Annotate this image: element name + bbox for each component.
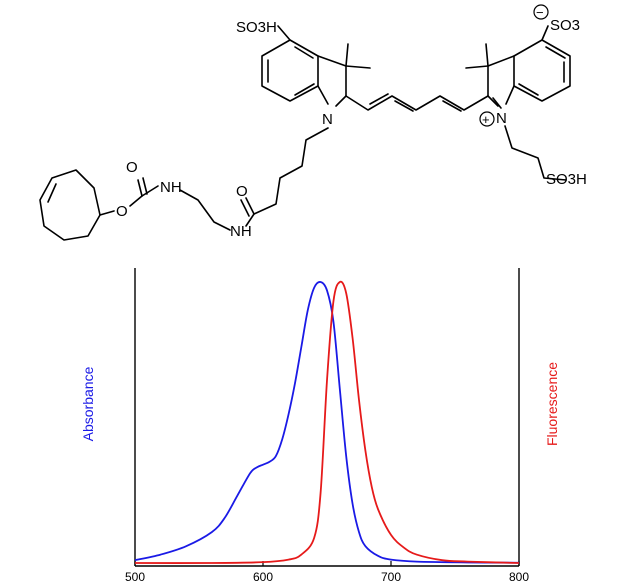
x-tick-label-800: 800 bbox=[509, 570, 529, 584]
series-group bbox=[134, 280, 520, 564]
right-benzene-ring bbox=[513, 39, 571, 102]
minus-charge: − bbox=[536, 5, 544, 20]
o-carbonyl2-label: O bbox=[236, 183, 248, 200]
n-right-label: N bbox=[496, 110, 507, 127]
plus-charge: + bbox=[482, 112, 490, 127]
spectrum-chart: 500 600 700 800 Absorbance Fluorescence bbox=[80, 268, 560, 584]
so3h-chain-label: SO3H bbox=[546, 171, 587, 188]
x-tick-label-600: 600 bbox=[253, 570, 273, 584]
left-benzene-ring bbox=[261, 39, 319, 102]
o-ester-label: O bbox=[116, 203, 128, 220]
y-label-absorbance: Absorbance bbox=[80, 366, 96, 441]
x-tick-label-500: 500 bbox=[125, 570, 145, 584]
series-line-absorbance bbox=[134, 281, 520, 564]
nh-upper-label: NH bbox=[160, 179, 182, 196]
n-left-label: N bbox=[322, 111, 333, 128]
cyclooctene-ring bbox=[39, 169, 101, 241]
y-label-fluorescence: Fluorescence bbox=[544, 362, 560, 446]
so3-right-label: SO3 bbox=[550, 17, 580, 34]
polymethine-chain bbox=[345, 95, 489, 111]
x-tick-label-700: 700 bbox=[381, 570, 401, 584]
so3h-top-label: SO3H bbox=[236, 19, 277, 36]
nh-lower-label: NH bbox=[230, 223, 252, 240]
chemical-structure: SO3H N SO3 − N + SO3H O bbox=[39, 4, 587, 241]
x-ticks: 500 600 700 800 bbox=[125, 561, 529, 584]
hexanoyl-chain bbox=[253, 127, 329, 215]
series-line-fluorescence bbox=[134, 280, 520, 564]
o-carbonyl1-label: O bbox=[126, 159, 138, 176]
